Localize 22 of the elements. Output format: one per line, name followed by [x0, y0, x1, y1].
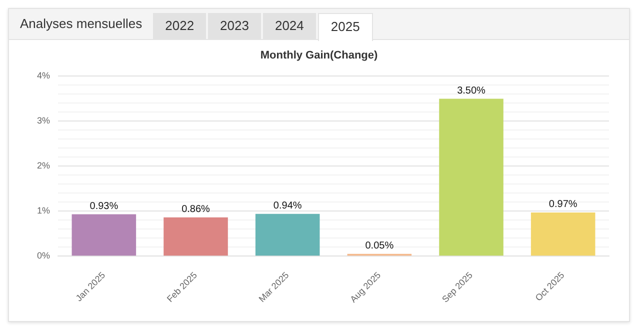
bar: [530, 212, 596, 256]
text: 2025: [318, 13, 373, 41]
text: Analyses mensuelles: [19, 15, 144, 33]
chart-title: Monthly Gain(Change): [260, 50, 378, 62]
data-label: 0.05%: [365, 240, 394, 252]
y-tick-label: 0%: [36, 250, 50, 261]
y-tick-label: 3%: [36, 116, 50, 126]
bar: [439, 98, 504, 256]
bar: [255, 214, 320, 256]
text: 2022: [153, 13, 206, 39]
bar: [164, 217, 228, 256]
text: 2023: [208, 13, 261, 39]
data-label: 0.97%: [548, 199, 578, 210]
y-tick-label: 4%: [36, 70, 50, 81]
bar: [72, 214, 136, 256]
y-tick-label: 1%: [36, 206, 50, 216]
data-label: 0.94%: [273, 200, 302, 212]
data-label: 3.50%: [457, 85, 486, 96]
data-label: 0.93%: [90, 201, 118, 212]
data-label: 0.86%: [182, 204, 210, 216]
y-tick-label: 2%: [36, 160, 50, 171]
text: 2024: [262, 13, 316, 39]
